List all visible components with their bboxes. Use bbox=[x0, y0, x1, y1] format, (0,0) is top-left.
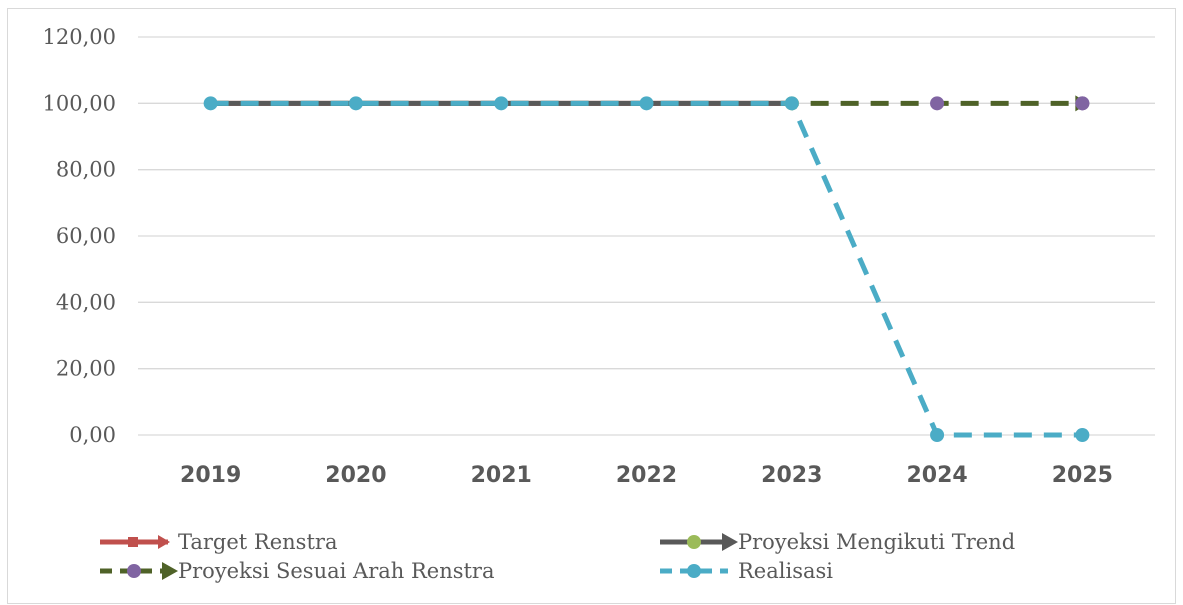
x-tick-label: 2020 bbox=[325, 463, 386, 488]
series-points bbox=[203, 95, 1090, 442]
legend-marker bbox=[687, 564, 701, 578]
x-tick-label: 2025 bbox=[1052, 463, 1113, 488]
chart-frame bbox=[7, 8, 1176, 604]
y-tick-label: 20,00 bbox=[56, 357, 116, 381]
data-point bbox=[1075, 96, 1090, 111]
y-axis-ticks: 0,00 20,00 40,00 60,00 80,00 100,00 120,00 bbox=[43, 25, 116, 447]
arrow-head-icon bbox=[722, 533, 738, 551]
legend-item: Target Renstra bbox=[100, 530, 337, 554]
x-tick-label: 2019 bbox=[180, 463, 241, 488]
data-point bbox=[930, 428, 945, 442]
series-lines bbox=[210, 100, 1083, 438]
legend-label: Proyeksi Sesuai Arah Renstra bbox=[178, 559, 495, 583]
series-line-3 bbox=[210, 100, 1083, 438]
x-tick-label: 2021 bbox=[471, 463, 532, 488]
data-point bbox=[784, 96, 799, 111]
legend-item: Proyeksi Sesuai Arah Renstra bbox=[100, 559, 495, 583]
y-tick-label: 40,00 bbox=[56, 290, 116, 314]
x-axis-ticks: 2019 2020 2021 2022 2023 2024 2025 bbox=[180, 463, 1113, 488]
x-tick-label: 2023 bbox=[761, 463, 822, 488]
legend-marker bbox=[127, 564, 141, 578]
arrow-head-icon bbox=[158, 535, 170, 549]
data-point bbox=[639, 96, 654, 111]
legend: Target Renstra Proyeksi Mengikuti Trend Pr… bbox=[100, 530, 1015, 583]
y-tick-label: 100,00 bbox=[43, 91, 116, 115]
legend-label: Realisasi bbox=[738, 559, 833, 583]
legend-item: Realisasi bbox=[660, 559, 833, 583]
y-tick-label: 80,00 bbox=[56, 158, 116, 182]
data-point bbox=[1075, 428, 1090, 442]
y-tick-label: 60,00 bbox=[56, 224, 116, 248]
data-point bbox=[203, 96, 218, 111]
x-tick-label: 2022 bbox=[616, 463, 677, 488]
y-tick-label: 0,00 bbox=[69, 423, 116, 447]
legend-item: Proyeksi Mengikuti Trend bbox=[660, 530, 1015, 554]
legend-label: Target Renstra bbox=[178, 530, 337, 554]
arrow-head-icon bbox=[162, 562, 178, 580]
x-tick-label: 2024 bbox=[906, 463, 967, 488]
data-point bbox=[494, 96, 509, 111]
data-point bbox=[348, 96, 363, 111]
y-tick-label: 120,00 bbox=[43, 25, 116, 49]
legend-marker bbox=[687, 535, 701, 549]
legend-marker bbox=[128, 537, 138, 547]
legend-label: Proyeksi Mengikuti Trend bbox=[738, 530, 1015, 554]
data-point bbox=[930, 96, 945, 111]
